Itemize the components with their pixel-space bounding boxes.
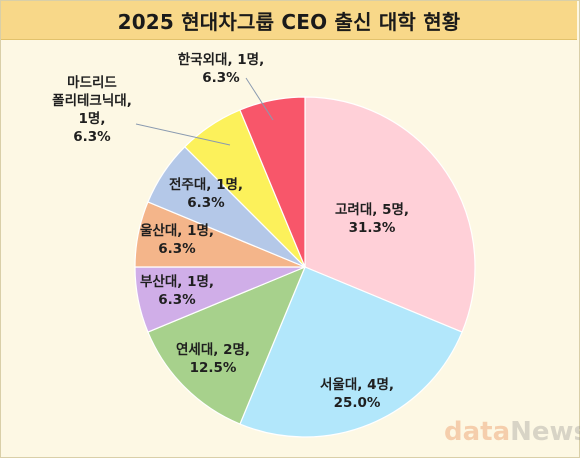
slice-label-line: 6.3% (73, 129, 111, 145)
slice-label-line: 부산대, 1명, (140, 273, 214, 290)
slice-labels: 고려대, 5명, 31.3% 서울대, 4명, 25.0% 연세대, 2명, 12.5% 부… (52, 51, 409, 411)
slice-label-2: 서울대, 4명, 25.0% (320, 376, 394, 411)
pie-slice-8 (239, 96, 306, 268)
slice-label-line: 한국외대, 1명, (178, 51, 264, 68)
slice-label-line: 전주대, 1명, (169, 176, 243, 193)
slice-label-line: 울산대, 1명, (140, 222, 214, 239)
pie-slice-1 (304, 96, 476, 333)
slice-label-line: 31.3% (349, 220, 396, 236)
slice-label-line: 폴리테크닉대, (52, 93, 132, 109)
slice-label-line: 6.3% (158, 241, 196, 257)
pie-slice-3 (147, 265, 307, 425)
slice-label-line: 25.0% (334, 395, 381, 411)
slice-label-line: 12.5% (190, 360, 237, 376)
pie-slices (134, 96, 476, 438)
source-logo: dataNews (444, 417, 580, 447)
pie-slice-2 (239, 266, 463, 438)
source-logo-part1: data (444, 417, 510, 447)
slice-label-line: 고려대, 5명, (335, 201, 409, 218)
leader-lines (135, 77, 274, 146)
slice-label-3: 연세대, 2명, 12.5% (176, 341, 250, 376)
slice-label-line: 연세대, 2명, (176, 341, 250, 358)
slice-label-line: 6.3% (158, 292, 196, 308)
slice-label-line: 6.3% (202, 70, 240, 86)
slice-label-line: 서울대, 4명, (320, 376, 394, 393)
slice-label-4: 부산대, 1명, 6.3% (140, 273, 214, 308)
slice-label-5: 울산대, 1명, 6.3% (140, 222, 214, 257)
source-logo-part2: News (510, 417, 580, 447)
slice-label-line: 마드리드 (67, 75, 117, 91)
slice-label-8: 한국외대, 1명, 6.3% (178, 51, 264, 86)
leader-line-7 (135, 123, 231, 146)
slice-label-line: 1명, (79, 110, 106, 127)
slice-label-6: 전주대, 1명, 6.3% (169, 176, 243, 211)
leader-line-8 (245, 77, 274, 121)
slice-label-line: 6.3% (187, 195, 225, 211)
chart-title: 2025 현대차그룹 CEO 출신 대학 현황 (1, 1, 577, 40)
slice-label-1: 고려대, 5명, 31.3% (335, 201, 409, 236)
